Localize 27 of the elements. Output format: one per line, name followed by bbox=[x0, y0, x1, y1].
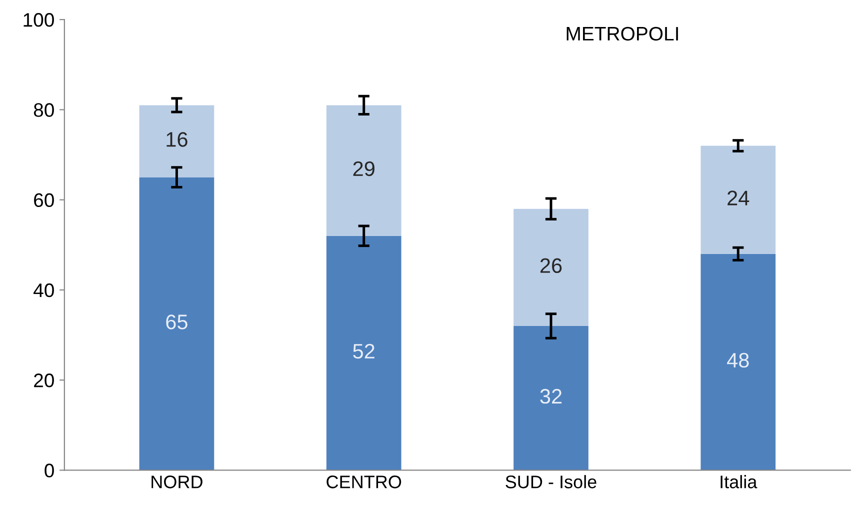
y-tick-label: 60 bbox=[34, 193, 54, 208]
y-tick-label: 100 bbox=[24, 13, 54, 27]
data-label: 24 bbox=[728, 190, 750, 206]
data-label: 26 bbox=[540, 258, 562, 274]
x-tick-label: Italia bbox=[720, 475, 758, 488]
bar bbox=[700, 146, 776, 254]
bar bbox=[700, 254, 776, 470]
bar bbox=[326, 236, 402, 470]
data-label: 65 bbox=[166, 314, 188, 330]
chart-title: METROPOLI bbox=[566, 26, 678, 41]
bar bbox=[514, 208, 588, 326]
x-tick-label: SUD - Isole bbox=[506, 475, 596, 488]
y-tick-label: 20 bbox=[34, 374, 54, 388]
data-label: 32 bbox=[540, 388, 562, 404]
y-tick-label: 0 bbox=[44, 464, 54, 478]
bar bbox=[139, 105, 214, 178]
x-tick-label: NORD bbox=[152, 476, 202, 488]
data-label: 52 bbox=[353, 344, 374, 359]
bar bbox=[326, 105, 402, 236]
bar bbox=[514, 326, 588, 470]
data-label: 29 bbox=[353, 161, 374, 176]
x-tick-label: CENTRO bbox=[326, 476, 402, 488]
data-label: 16 bbox=[166, 132, 188, 147]
y-tick-label: 80 bbox=[34, 103, 54, 117]
y-tick-label: 40 bbox=[34, 283, 54, 298]
bar bbox=[139, 177, 214, 470]
data-label: 48 bbox=[727, 352, 749, 368]
